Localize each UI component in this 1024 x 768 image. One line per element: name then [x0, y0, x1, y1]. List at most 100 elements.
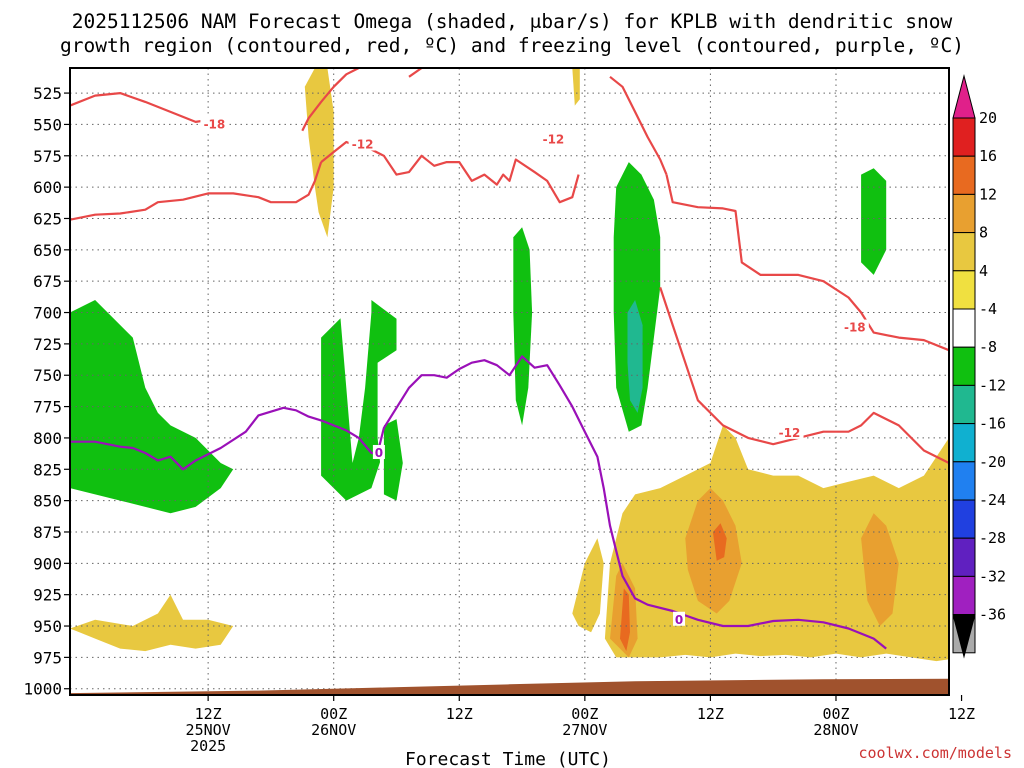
- omega-region-8: [553, 68, 937, 495]
- surface-layer: [70, 678, 949, 695]
- colorbar-label-6: -8: [979, 338, 997, 356]
- colorbar: 20 16 12 8 4 -4 -8 -12 -16 -20 -24 -28 -32 -36: [952, 74, 1006, 659]
- x-tick-label-6-0: 12Z: [195, 705, 222, 723]
- contour-label-bg-5: [372, 444, 385, 459]
- colorbar-swatch-10: [952, 499, 976, 539]
- y-tick-label-775: 775: [33, 398, 62, 417]
- colorbar-label-11: -28: [979, 529, 1006, 547]
- dgz-contour-6: [665, 174, 949, 352]
- contour-label-2: -12: [543, 132, 565, 146]
- dgz-contour-0: [70, 91, 221, 124]
- freezing-contour-0: [70, 355, 887, 650]
- chart-title-line2: growth region (contoured, red, ºC) and f…: [60, 34, 964, 57]
- y-tick-label-525: 525: [33, 84, 62, 103]
- omega-region-10: [627, 300, 643, 413]
- y-tick-label-550: 550: [33, 115, 62, 134]
- plot-frame: [69, 67, 950, 696]
- contour-label-bg-3: [840, 319, 869, 334]
- colorbar-label-13: -36: [979, 606, 1006, 624]
- colorbar-label-10: -24: [979, 491, 1006, 509]
- contour-label-bg-0: [200, 116, 229, 131]
- contour-label-5: 0: [375, 446, 383, 460]
- colorbar-swatch-2: [952, 193, 976, 234]
- colorbar-top-arrow: [952, 74, 976, 119]
- omega-region-15: [70, 594, 234, 652]
- chart-title-line1: 2025112506 NAM Forecast Omega (shaded, μ…: [72, 10, 953, 33]
- contour-label-bg-2: [539, 131, 568, 146]
- credit-text: coolwx.com/models: [858, 744, 1012, 762]
- x-tick-label-6-1: 25NOV: [186, 721, 231, 739]
- contour-label-6: 0: [675, 613, 683, 627]
- omega-region-13: [304, 68, 334, 238]
- contour-label-1: -12: [352, 137, 374, 151]
- contour-label-3: -18: [844, 321, 866, 335]
- y-tick-label-1000: 1000: [23, 680, 62, 699]
- contour-layer: [70, 68, 949, 650]
- y-axis: 525 550 575 600 625 650 675 700 725 750 775 800 825 8…: [23, 84, 70, 699]
- colorbar-label-9: -20: [979, 453, 1006, 471]
- y-tick-label-725: 725: [33, 335, 62, 354]
- y-tick-label-675: 675: [33, 272, 62, 291]
- colorbar-swatch-6: [952, 346, 976, 386]
- x-tick-label-46-0: 12Z: [697, 705, 724, 723]
- dgz-contour-2: [408, 68, 423, 78]
- colorbar-swatch-7: [952, 384, 976, 425]
- contour-label-bg-1: [348, 136, 377, 151]
- surface-terrain: [70, 678, 949, 695]
- dgz-contour-7: [659, 287, 949, 465]
- x-axis-label: Forecast Time (UTC): [405, 749, 611, 768]
- omega-shading-layer: [70, 68, 949, 662]
- x-tick-label-26-0: 12Z: [446, 705, 473, 723]
- colorbar-bottom-arrow: [952, 614, 976, 659]
- dgz-contour-3: [609, 75, 668, 176]
- contour-label-bg-6: [673, 611, 686, 626]
- omega-region-14: [572, 68, 580, 106]
- omega-region-1: [70, 300, 234, 514]
- omega-region-3: [340, 68, 378, 463]
- colorbar-swatch-3: [952, 232, 976, 272]
- contour-label-layer: -18 -12 -12 -18 -12 0 0: [200, 116, 869, 627]
- x-tick-label-16-0: 00Z: [320, 705, 347, 723]
- omega-region-20: [861, 513, 899, 626]
- x-tick-label-16-1: 26NOV: [311, 721, 356, 739]
- y-tick-label-925: 925: [33, 586, 62, 605]
- y-tick-label-650: 650: [33, 241, 62, 260]
- x-tick-label-66-0: 12Z: [948, 705, 975, 723]
- colorbar-swatch-5: [952, 308, 976, 348]
- contour-label-4: -12: [779, 426, 801, 440]
- colorbar-label-7: -12: [979, 376, 1006, 394]
- y-tick-label-700: 700: [33, 304, 62, 323]
- colorbar-swatch-4: [952, 270, 976, 310]
- y-tick-label-750: 750: [33, 366, 62, 385]
- x-tick-label-6-2: 2025: [190, 737, 226, 755]
- colorbar-swatch-9: [952, 461, 976, 501]
- colorbar-label-4: 4: [979, 262, 988, 280]
- y-tick-label-625: 625: [33, 209, 62, 228]
- omega-region-9: [613, 162, 661, 432]
- y-tick-label-600: 600: [33, 178, 62, 197]
- grid-layer: [70, 68, 949, 695]
- colorbar-label-12: -32: [979, 567, 1006, 585]
- omega-region-5: [383, 419, 403, 501]
- colorbar-swatch-0: [952, 117, 976, 157]
- contour-label-bg-4: [775, 424, 804, 439]
- y-tick-label-900: 900: [33, 554, 62, 573]
- y-tick-label-575: 575: [33, 147, 62, 166]
- y-tick-label-950: 950: [33, 617, 62, 636]
- colorbar-label-1: 16: [979, 147, 997, 165]
- colorbar-swatch-12: [952, 575, 976, 616]
- x-tick-label-56-0: 00Z: [822, 705, 849, 723]
- omega-region-16: [572, 538, 604, 633]
- x-tick-label-36-0: 00Z: [571, 705, 598, 723]
- colorbar-swatch-8: [952, 423, 976, 463]
- colorbar-swatch-11: [952, 537, 976, 577]
- colorbar-label-8: -16: [979, 415, 1006, 433]
- y-tick-label-800: 800: [33, 429, 62, 448]
- omega-region-22: [620, 588, 630, 652]
- y-tick-label-875: 875: [33, 523, 62, 542]
- dgz-contour-5: [70, 161, 323, 221]
- y-tick-label-975: 975: [33, 648, 62, 667]
- colorbar-label-2: 12: [979, 185, 997, 203]
